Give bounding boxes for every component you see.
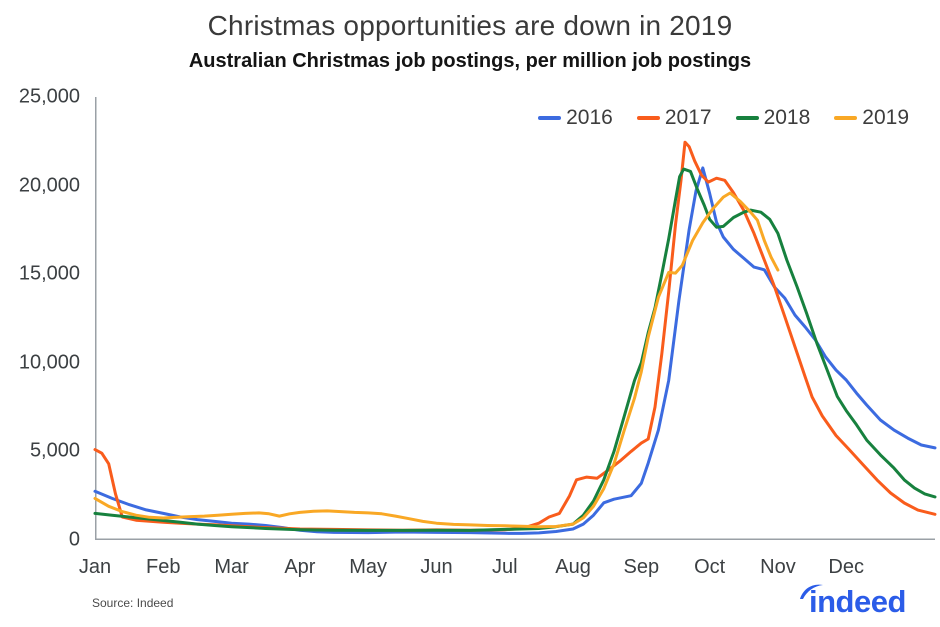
x-tick-label-apr: Apr (284, 556, 316, 578)
legend-item-2018: 2018 (735, 106, 811, 130)
line-2017 (93, 140, 937, 532)
legend-label-2018: 2018 (763, 106, 811, 129)
x-tick-label-dec: Dec (828, 556, 864, 578)
indeed-logo: indeed (799, 582, 934, 622)
legend-label-2016: 2016 (566, 106, 613, 129)
legend: 2016 2017 2018 2019 (538, 106, 909, 130)
y-tick-label-25000: 25,000 (18, 85, 80, 108)
line-chart-svg (93, 97, 937, 540)
x-tick-label-may: May (349, 556, 388, 578)
y-axis-labels: 0 5,000 10,000 15,000 20,000 25,000 (0, 86, 80, 551)
line-2019 (93, 191, 780, 529)
x-tick-label-jun: Jun (420, 556, 453, 578)
chart-subtitle: Australian Christmas job postings, per m… (188, 50, 752, 72)
x-tick-label-jul: Jul (491, 556, 518, 578)
legend-item-2019: 2019 (834, 106, 909, 130)
y-tick-label-0: 0 (68, 528, 80, 551)
x-tick-label-nov: Nov (760, 556, 796, 578)
line-2018 (93, 167, 937, 532)
plot-area: 2016 2017 2018 2019 (93, 97, 937, 540)
legend-label-2019: 2019 (862, 106, 909, 129)
x-axis-labels: Jan Feb Mar Apr May Jun Jul Aug Sep Oct Nov Dec (79, 556, 935, 582)
y-tick-label-15000: 15,000 (18, 262, 80, 285)
source-note: Source: Indeed (92, 596, 174, 610)
y-tick-label-10000: 10,000 (18, 351, 80, 374)
y-tick-label-5000: 5,000 (29, 439, 80, 462)
indeed-logo-text: indeed (809, 584, 906, 619)
x-tick-label-mar: Mar (214, 556, 249, 578)
legend-item-2017: 2017 (636, 106, 712, 130)
x-tick-label-aug: Aug (555, 556, 591, 578)
x-tick-label-feb: Feb (146, 556, 181, 578)
legend-dash-2019-icon (834, 116, 858, 120)
x-tick-label-sep: Sep (623, 556, 660, 578)
legend-item-2016: 2016 (538, 106, 613, 130)
legend-dash-2017-icon (636, 116, 660, 120)
x-tick-label-oct: Oct (694, 556, 726, 578)
y-tick-label-20000: 20,000 (18, 174, 80, 197)
legend-label-2017: 2017 (664, 106, 712, 129)
legend-dash-2018-icon (735, 116, 759, 120)
line-2016 (93, 166, 937, 535)
indeed-swoosh-icon (800, 584, 823, 599)
legend-dash-2016-icon (538, 116, 562, 120)
chart-title: Christmas opportunities are down in 2019 (207, 10, 733, 41)
x-tick-label-jan: Jan (78, 556, 112, 578)
